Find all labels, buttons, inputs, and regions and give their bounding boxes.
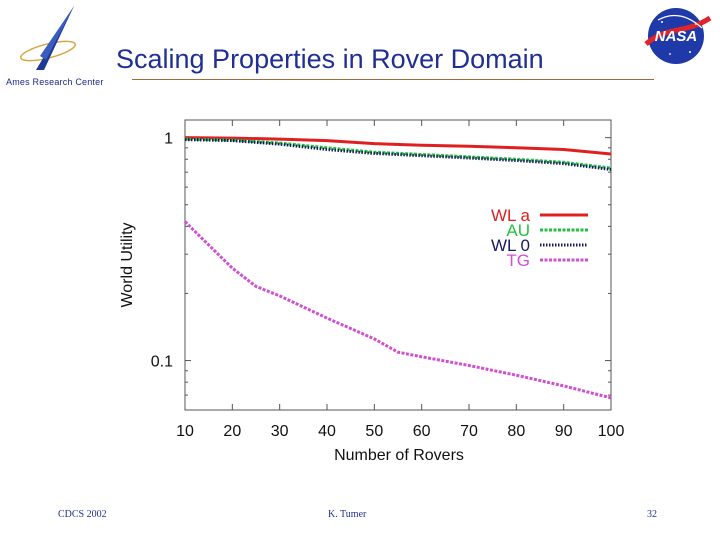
x-tick-label: 60: [413, 423, 431, 440]
plot-frame: [184, 119, 612, 411]
series-line-tg: [183, 220, 612, 400]
x-tick-label: 30: [271, 423, 289, 440]
footer-author: K. Tumer: [328, 509, 367, 520]
x-tick-label: 10: [176, 423, 194, 440]
x-axis-label: Number of Rovers: [334, 447, 464, 464]
x-tick-label: 70: [460, 423, 478, 440]
title-rule: [132, 79, 654, 80]
legend-label: WL 0: [491, 236, 530, 255]
x-tick-label: 100: [598, 423, 625, 440]
series-line-wl-a: [184, 136, 612, 156]
series-line-wl-0: [184, 138, 612, 171]
legend-label: AU: [506, 221, 530, 240]
x-tick-label: 50: [365, 423, 383, 440]
legend-label: WL a: [491, 206, 531, 225]
x-tick-label: 20: [223, 423, 241, 440]
ames-logo: [20, 6, 76, 70]
y-tick-label: 0.1: [151, 354, 173, 371]
x-tick-label: 40: [318, 423, 336, 440]
page-title: Scaling Properties in Rover Domain: [116, 44, 544, 74]
footer-page-number: 32: [647, 509, 657, 520]
y-axis-label: World Utility: [119, 222, 136, 307]
x-tick-label: 80: [507, 423, 525, 440]
x-tick-label: 90: [555, 423, 573, 440]
nasa-logo: NASA: [644, 8, 712, 64]
y-tick-label: 1: [164, 131, 173, 148]
footer-conference: CDCS 2002: [58, 509, 107, 520]
legend-label: TG: [506, 251, 530, 270]
nasa-wordmark: NASA: [655, 28, 698, 45]
center-name: Ames Research Center: [6, 77, 104, 87]
